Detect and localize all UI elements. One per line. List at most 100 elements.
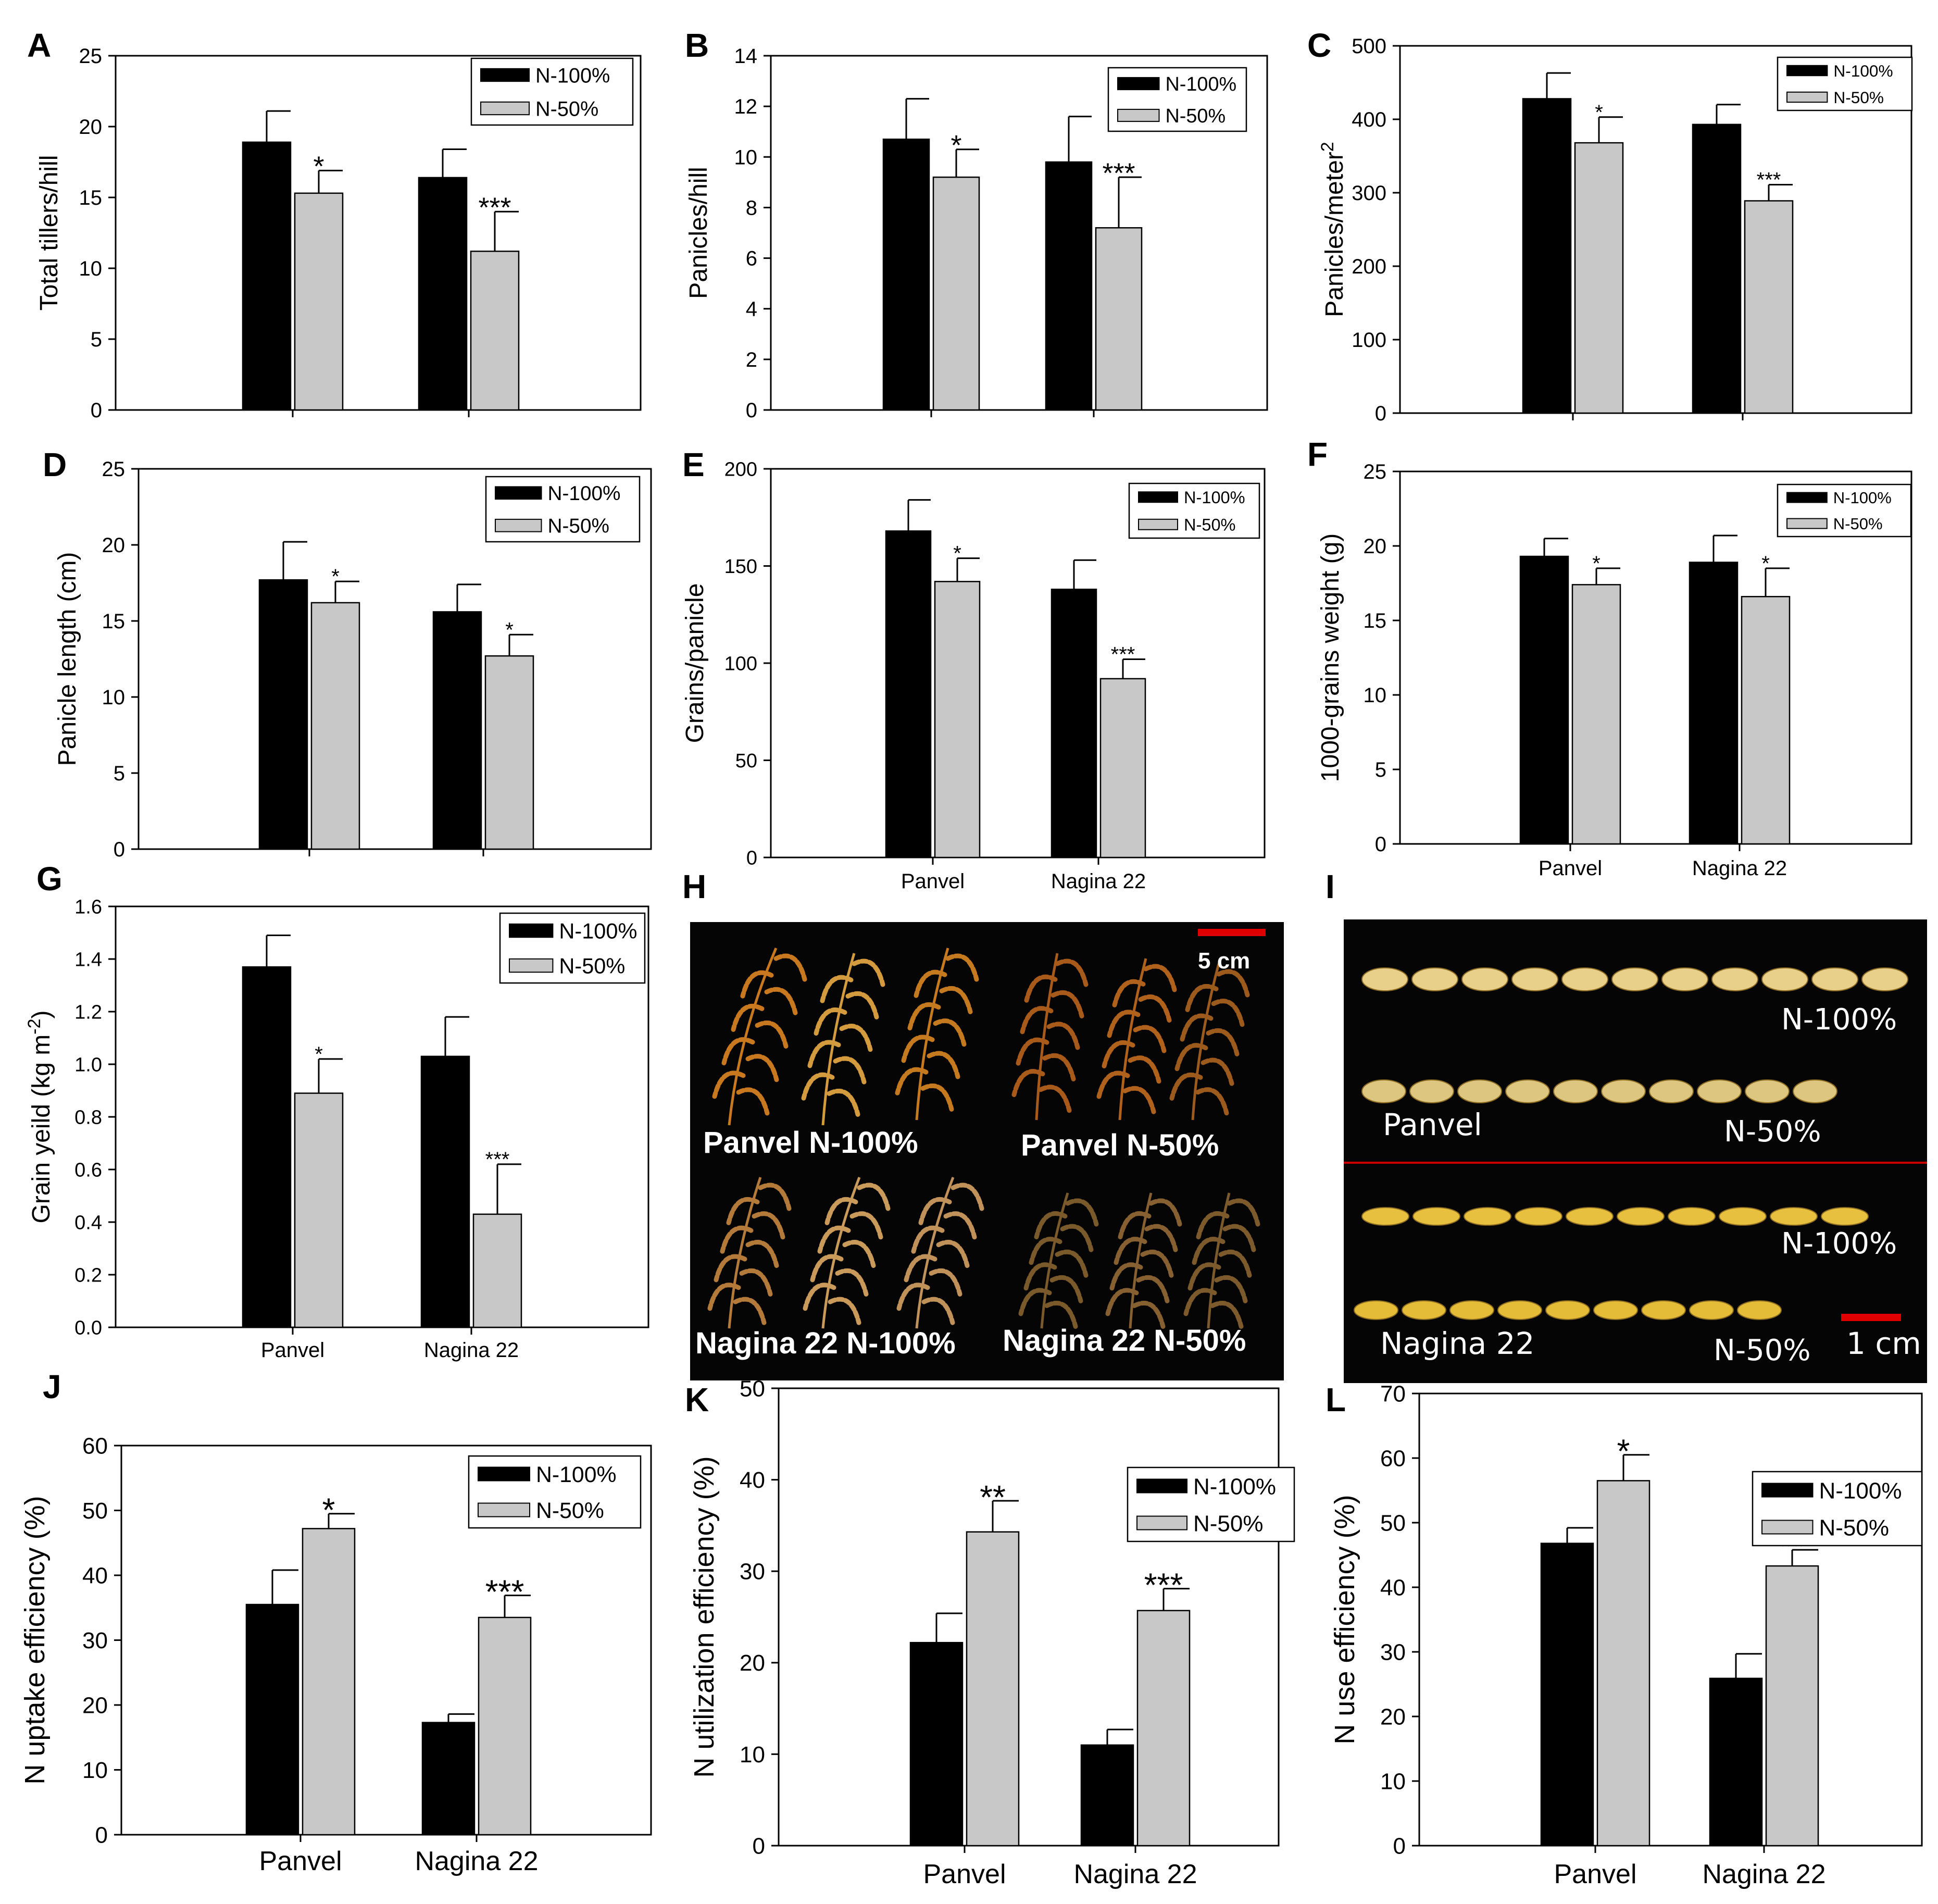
legend-swatch-n50: [1117, 108, 1160, 122]
bar-n100: [1519, 555, 1569, 845]
panicle-branch: [936, 1240, 970, 1268]
significance-marker: ***: [1111, 643, 1135, 666]
y-tick-label: 0: [114, 838, 125, 861]
legend-swatch-n100: [509, 923, 554, 938]
significance-marker: ***: [1102, 157, 1135, 189]
rice-grain: [1505, 1079, 1550, 1103]
panicle-branch: [739, 1268, 773, 1297]
y-tick-label: 1.0: [74, 1054, 102, 1076]
panicle-branch: [1169, 1073, 1203, 1101]
legend-label-n100: N-100%: [1833, 61, 1893, 80]
panicle-branch: [1136, 1275, 1170, 1303]
panicle-branch: [1096, 1071, 1130, 1099]
y-tick-label: 1.2: [74, 1001, 102, 1023]
panicle-branch: [943, 1211, 977, 1240]
panicle-branch: [839, 1024, 873, 1052]
rice-grain: [1511, 967, 1558, 991]
panicle-branch: [1211, 999, 1245, 1027]
panicle-stem: [1035, 953, 1059, 1121]
bar-n100: [245, 1603, 299, 1836]
panicle-stem: [1207, 1192, 1231, 1329]
panicle-branch: [712, 1071, 746, 1099]
photo-i-label-nagina-n100: N-100%: [1781, 1227, 1897, 1261]
legend-swatch-n50: [509, 958, 554, 973]
chart-g: 0.0 0.2 0.4 0.6 0.8 1.0 1.2 1.4 1.6 Grain yeild (…: [24, 896, 649, 1362]
y-tick-label: 500: [1352, 35, 1386, 58]
panicle-branch: [842, 1240, 876, 1268]
photo-i: [1344, 919, 1927, 1383]
rice-grain: [1409, 1079, 1454, 1103]
significance-marker: *: [1595, 101, 1603, 124]
rice-grain: [1601, 1079, 1646, 1103]
y-tick-label: 50: [1380, 1510, 1406, 1536]
panicle-branch: [921, 1297, 955, 1325]
panicle-branch: [828, 1297, 861, 1325]
photo-i-label-nagina: Nagina 22: [1380, 1326, 1535, 1361]
photo-i-label-panvel-n50: N-50%: [1724, 1115, 1821, 1149]
rice-grain: [1497, 1300, 1542, 1320]
rice-grain: [1461, 967, 1508, 991]
panicle-branch: [1038, 1085, 1072, 1113]
y-axis-label: Total tillers/hill: [35, 155, 63, 311]
panicle-branch: [810, 1254, 844, 1283]
panel-letter-d: D: [43, 446, 67, 483]
bar-n50: [484, 655, 534, 850]
panicle-branch: [814, 1007, 847, 1036]
bar-n50: [1744, 200, 1794, 414]
panicle-branch: [1065, 1198, 1099, 1227]
rice-grain: [1821, 1207, 1869, 1226]
y-tick-label: 30: [740, 1559, 765, 1585]
panicle-branch: [1122, 1086, 1156, 1114]
bar-n50: [1095, 227, 1143, 411]
panicle-branch: [1109, 1262, 1143, 1291]
panicle-branch: [817, 1225, 851, 1254]
bar-n50: [302, 1528, 356, 1836]
rice-grain: [1561, 967, 1608, 991]
category-label: Nagina 22: [1073, 1859, 1197, 1889]
panicle-branch: [733, 1297, 767, 1325]
panicle-branch: [1107, 1010, 1141, 1038]
y-tick-label: 15: [79, 186, 103, 209]
panicle-branch: [1143, 964, 1177, 992]
panicle-stem: [821, 1177, 861, 1329]
rice-grain: [1464, 1207, 1511, 1226]
bar-n100: [418, 177, 468, 411]
significance-marker: ***: [485, 1573, 524, 1610]
panicle-branch: [1018, 1288, 1052, 1316]
y-tick-label: 200: [1352, 255, 1386, 278]
panicle-nagina-n50-2: [1105, 1192, 1182, 1329]
chart-c: 0100200300400500Panicles/meter2****N-100…: [1318, 35, 1913, 425]
plot-frame: [115, 55, 642, 411]
panicle-branch: [820, 975, 854, 1003]
legend-swatch-n100: [1138, 491, 1178, 503]
legend: N-100% N-50%: [1107, 67, 1247, 132]
y-tick-label: 15: [102, 610, 126, 633]
panicle-branch: [1055, 959, 1089, 987]
y-tick-label: 100: [724, 653, 757, 675]
panicle-branch: [801, 1072, 835, 1101]
rice-grain: [1402, 1300, 1446, 1320]
legend-label-n100: N-100%: [1166, 73, 1237, 95]
category-label: Panvel: [1539, 857, 1602, 880]
rice-grain: [1770, 1207, 1818, 1226]
panicle-branch: [1214, 1275, 1248, 1303]
panicle-branch: [1016, 1037, 1049, 1066]
category-label: Nagina 22: [1051, 870, 1146, 893]
y-tick-label: 4: [746, 298, 757, 321]
panicle-branch: [1216, 969, 1250, 998]
significance-marker: *: [951, 130, 961, 161]
y-axis-label: N use efficiency (%): [1329, 1495, 1360, 1744]
panicle-branch: [1140, 1249, 1174, 1278]
y-tick-label: 0: [95, 1822, 108, 1848]
rice-grain: [1457, 1079, 1502, 1103]
bar-n50: [1571, 584, 1621, 845]
y-tick-label: 25: [102, 458, 126, 481]
panicle-branch: [714, 1254, 747, 1283]
panicle-branch: [736, 1087, 770, 1116]
category-label: Panvel: [259, 1846, 342, 1876]
rice-grain: [1811, 967, 1858, 991]
legend: N-100% N-50%: [1128, 482, 1260, 539]
legend-swatch-n50: [480, 101, 530, 116]
rice-grain: [1611, 967, 1658, 991]
rice-grain: [1711, 967, 1758, 991]
